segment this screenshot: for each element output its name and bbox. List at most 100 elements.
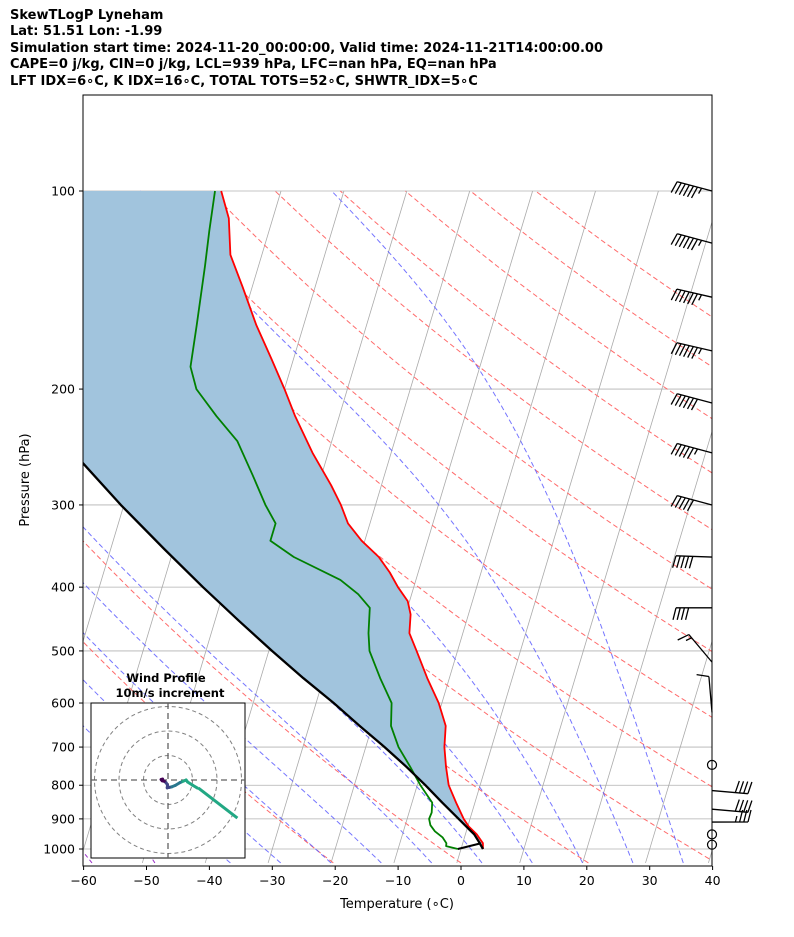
- barb-flag: [678, 235, 686, 248]
- y-tick-label: 700: [51, 740, 75, 755]
- x-axis-label: Temperature (∘C): [339, 897, 454, 912]
- isotherm: [330, 190, 533, 864]
- title-line-5: LFT IDX=6∘C, K IDX=16∘C, TOTAL TOTS=52∘C…: [10, 73, 478, 89]
- wind-barb: [670, 393, 713, 411]
- y-tick-label: 900: [51, 811, 75, 826]
- barb-flag: [686, 397, 695, 410]
- barb-flag: [743, 800, 749, 813]
- barb-flag: [690, 238, 699, 251]
- barb-flag: [683, 291, 690, 304]
- barb-half-flag: [734, 815, 738, 823]
- y-tick-label: 300: [51, 497, 75, 512]
- barb-flag: [686, 185, 695, 198]
- x-tick-label: 10: [516, 873, 532, 888]
- x-tick-label: 40: [705, 873, 721, 888]
- barb-staff: [677, 442, 713, 454]
- wind-barb: [670, 233, 713, 251]
- dry-adiabat: [83, 540, 462, 864]
- barb-staff: [676, 288, 713, 298]
- barb-half-flag: [698, 348, 703, 355]
- wind-barb: [670, 494, 713, 512]
- barb-half-flag: [698, 239, 703, 247]
- barb-flag: [738, 781, 745, 794]
- barb-flag: [682, 446, 690, 458]
- wind-barb: [711, 780, 753, 795]
- barb-flag: [678, 344, 686, 356]
- barb-flag: [674, 289, 682, 302]
- isotherm: [267, 190, 471, 864]
- barb-flag: [672, 607, 677, 620]
- barb-half-flag: [685, 637, 692, 642]
- barb-flag: [734, 799, 740, 812]
- barb-flag: [674, 394, 682, 406]
- barb-flag: [678, 497, 686, 509]
- dry-adiabat: [535, 190, 712, 318]
- barb-flag: [684, 556, 690, 569]
- barb-flag: [682, 236, 690, 249]
- barb-staff: [677, 181, 713, 192]
- barb-flag: [682, 184, 690, 197]
- barb-flag: [670, 342, 678, 355]
- barb-flag: [674, 444, 682, 456]
- barb-staff: [677, 494, 713, 506]
- barb-flag: [670, 181, 678, 193]
- dry-adiabat: [339, 190, 712, 474]
- parcel-line: [83, 461, 484, 850]
- inset-title: Wind Profile: [126, 671, 206, 685]
- moist-adiabat: [83, 526, 433, 864]
- barb-flag: [683, 345, 690, 357]
- x-tick-label: −10: [385, 873, 411, 888]
- dry-adiabat: [83, 273, 712, 788]
- x-tick-label: −40: [196, 873, 222, 888]
- barb-staff: [708, 676, 713, 713]
- barb-flag: [676, 555, 681, 568]
- wind-barb: [671, 555, 713, 569]
- barb-flag: [674, 182, 682, 194]
- wind-barb: [696, 673, 713, 713]
- y-tick-label: 400: [51, 580, 75, 595]
- barb-flag: [747, 809, 752, 823]
- barb-staff: [711, 789, 748, 795]
- moist-adiabat: [83, 631, 332, 864]
- isotherm: [582, 430, 712, 864]
- wind-profile-inset: Wind Profile 10m/s increment: [90, 671, 246, 859]
- barb-staff: [677, 393, 713, 404]
- y-tick-label: 1000: [43, 842, 75, 857]
- barb-staff: [676, 342, 713, 352]
- moist-adiabat: [331, 190, 684, 864]
- barb-flag: [687, 346, 694, 358]
- isotherm: [456, 190, 659, 864]
- barb-staff: [677, 233, 713, 244]
- barb-flag: [686, 447, 695, 460]
- parcel-dewpoint-segment: [457, 842, 482, 850]
- barb-flag: [688, 556, 694, 569]
- wind-barb: [670, 442, 713, 460]
- barb-flag: [682, 498, 690, 511]
- moist-adiabat: [140, 190, 634, 864]
- barb-flag: [670, 233, 678, 245]
- barb-flag: [678, 183, 686, 196]
- barb-flag: [677, 634, 690, 641]
- barb-staff: [688, 634, 713, 663]
- wind-barb: [670, 288, 713, 306]
- temperature-line: [220, 190, 484, 850]
- x-tick-label: 0: [457, 873, 465, 888]
- barb-flag: [674, 343, 682, 356]
- barb-flag: [678, 290, 686, 303]
- x-tick-label: −60: [70, 873, 96, 888]
- dry-adiabat: [405, 190, 712, 420]
- dry-adiabat: [83, 193, 712, 718]
- barb-flag: [684, 607, 690, 620]
- barb-flag: [680, 607, 686, 620]
- barb-half-flag: [698, 187, 703, 194]
- y-tick-label: 800: [51, 778, 75, 793]
- barb-flag: [678, 395, 686, 408]
- barb-flag: [671, 555, 677, 568]
- barb-flag: [670, 288, 678, 301]
- barb-flag: [670, 393, 678, 405]
- dry-adiabat: [209, 190, 712, 590]
- title-line-2: Lat: 51.51 Lon: -1.99: [10, 24, 163, 40]
- barb-flag: [686, 499, 695, 512]
- wind-barb: [677, 634, 713, 663]
